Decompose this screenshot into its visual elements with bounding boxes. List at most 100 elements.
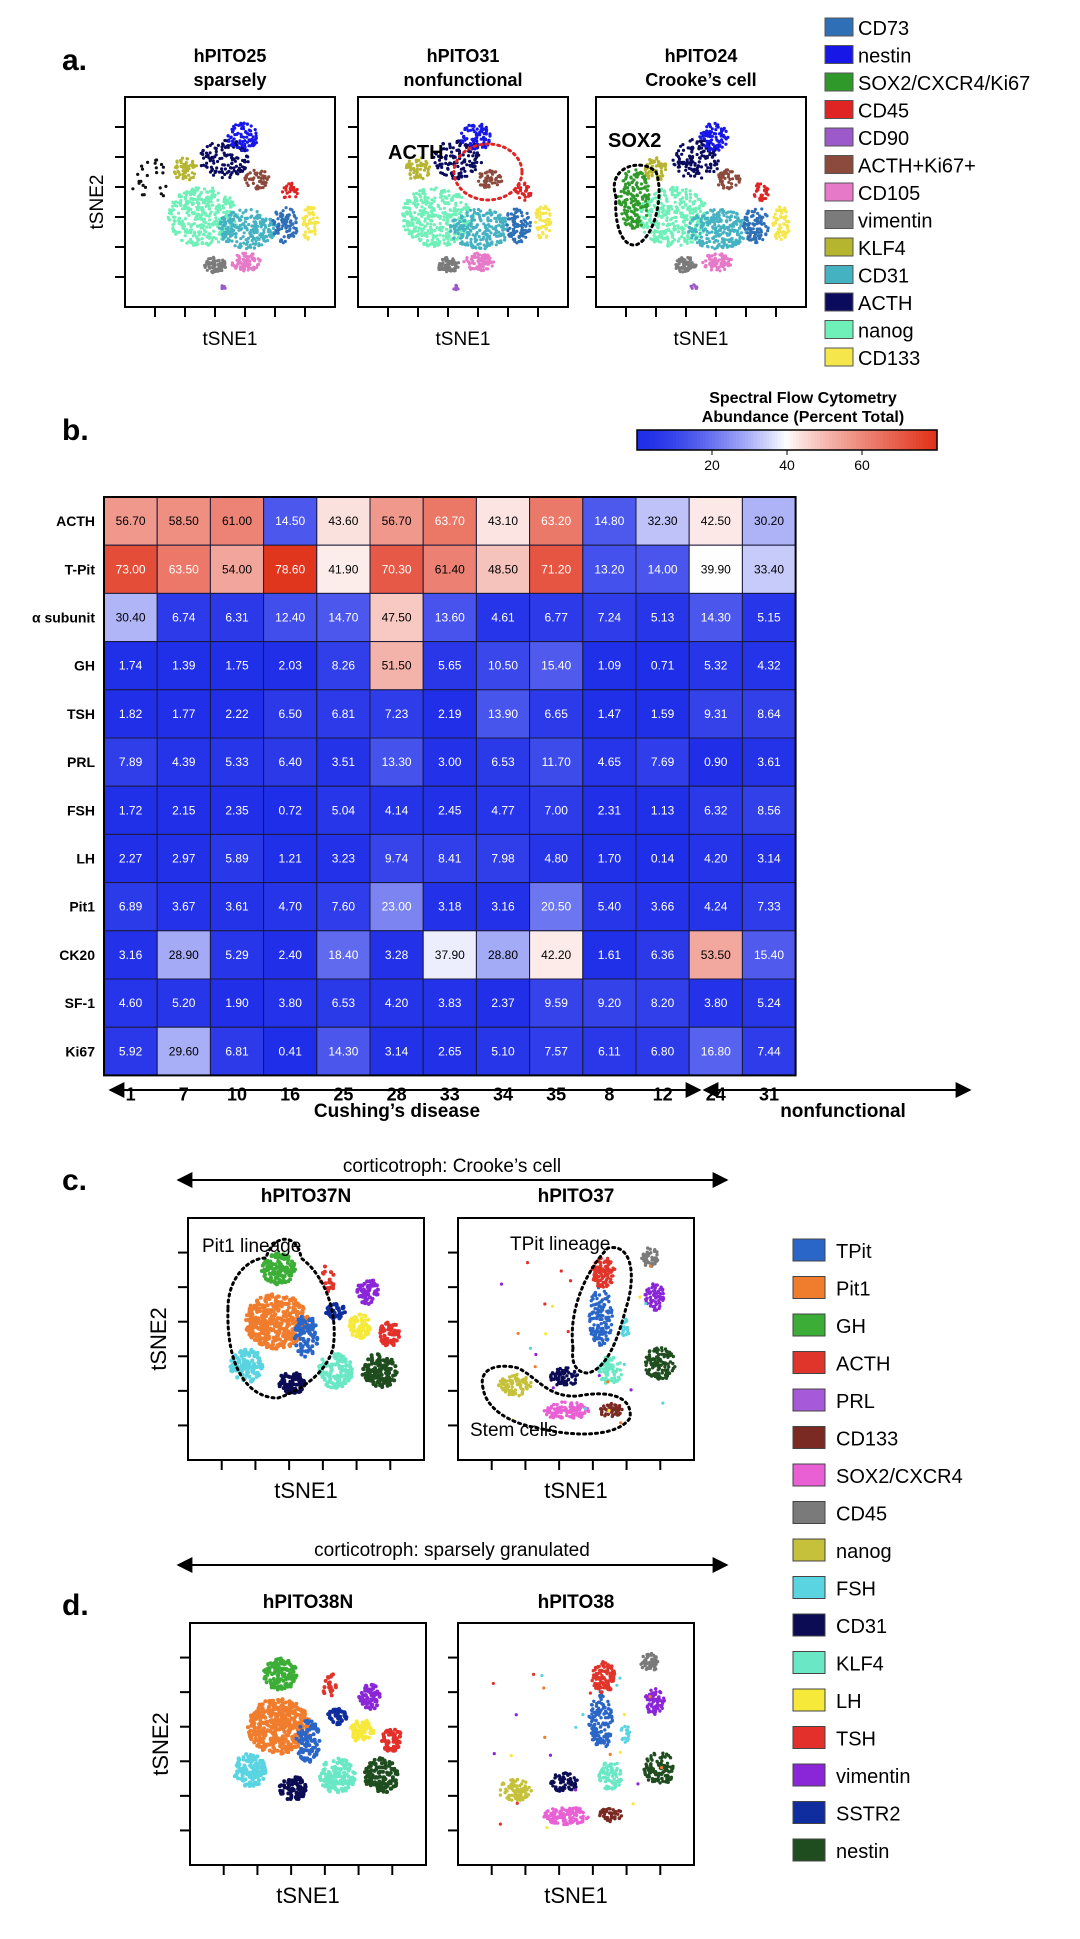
scatter-point bbox=[211, 173, 216, 177]
scatter-point bbox=[665, 235, 669, 239]
heatmap-value: 6.53 bbox=[491, 755, 515, 769]
scatter-point bbox=[199, 230, 203, 234]
scatter-point bbox=[251, 178, 255, 182]
scatter-point bbox=[217, 217, 221, 221]
scatter-point bbox=[407, 221, 411, 225]
heatmap-value: 4.80 bbox=[545, 852, 569, 866]
scatter-point bbox=[666, 240, 671, 244]
scatter-point bbox=[505, 223, 509, 227]
scatter-point bbox=[625, 218, 629, 222]
scatter-point bbox=[734, 219, 738, 223]
scatter-point bbox=[409, 212, 413, 216]
legend-a-item: KLF4 bbox=[824, 237, 906, 260]
scatter-point bbox=[721, 231, 725, 235]
scatter-point bbox=[680, 188, 685, 192]
scatter-point bbox=[690, 286, 694, 290]
heatmap-value: 3.14 bbox=[385, 1044, 409, 1058]
scatter-point bbox=[245, 154, 249, 158]
scatter-point bbox=[230, 211, 234, 215]
scatter-point bbox=[677, 169, 681, 173]
scatter-point bbox=[281, 1301, 286, 1306]
scatter-point bbox=[624, 175, 628, 179]
scatter-point bbox=[246, 240, 250, 244]
heatmap-value: 18.40 bbox=[328, 948, 358, 962]
heatmap-value: 13.90 bbox=[488, 707, 518, 721]
scatter-point bbox=[458, 241, 463, 245]
scatter-point bbox=[201, 211, 205, 215]
scatter-point bbox=[255, 171, 259, 175]
scatter-point bbox=[716, 259, 720, 263]
scatter-point bbox=[308, 230, 312, 234]
panel-c: c. corticotroph: Crooke’s cell hPITO37Nt… bbox=[62, 1156, 729, 1503]
scatter-point bbox=[679, 200, 683, 205]
scatter-point bbox=[458, 220, 462, 224]
scatter-point bbox=[275, 1316, 280, 1321]
scatter-point bbox=[294, 221, 298, 225]
scatter-point bbox=[184, 167, 188, 171]
scatter-point bbox=[306, 236, 310, 240]
heatmap-value: 8.41 bbox=[438, 852, 462, 866]
scatter-point bbox=[711, 209, 715, 213]
heatmap-value: 48.50 bbox=[488, 562, 518, 576]
scatter-point bbox=[497, 223, 501, 227]
heatmap-value: 3.23 bbox=[332, 852, 356, 866]
scatter-point bbox=[644, 199, 648, 203]
scatter-point bbox=[217, 258, 221, 262]
heatmap-value: 41.90 bbox=[328, 562, 358, 576]
scatter-point bbox=[154, 166, 158, 170]
scatter-point bbox=[623, 198, 627, 202]
legend-a-item: SOX2/CXCR4/Ki67 bbox=[824, 72, 1030, 95]
scatter-point bbox=[238, 246, 242, 250]
scatter-point bbox=[313, 232, 317, 236]
scatter-point bbox=[253, 220, 257, 224]
scatter-point bbox=[713, 223, 717, 227]
scatter-point bbox=[522, 193, 527, 197]
scatter-point bbox=[257, 175, 261, 179]
scatter-point bbox=[497, 230, 501, 234]
scatter-point bbox=[249, 124, 253, 128]
scatter-point bbox=[202, 156, 206, 160]
scatter-point bbox=[204, 151, 209, 155]
scatter-point bbox=[285, 219, 289, 223]
scatter-point bbox=[435, 226, 439, 230]
scatter-point bbox=[223, 217, 227, 222]
heatmap-value: 1.70 bbox=[598, 852, 622, 866]
scatter-point bbox=[264, 234, 268, 238]
legend-a-item: CD31 bbox=[824, 265, 909, 288]
legend-a-item: ACTH+Ki67+ bbox=[824, 155, 976, 178]
scatter-point bbox=[256, 263, 260, 267]
scatter-point bbox=[734, 183, 738, 187]
scatter-point bbox=[204, 213, 208, 217]
scatter-point bbox=[639, 205, 643, 209]
scatter-point bbox=[719, 127, 724, 131]
scatter-point bbox=[197, 233, 201, 237]
scatter-point bbox=[208, 170, 213, 174]
scatter-point bbox=[510, 216, 514, 220]
scatter-point bbox=[677, 157, 682, 161]
scatter-point bbox=[476, 207, 481, 212]
scatter-point bbox=[273, 1302, 278, 1307]
scatter-point bbox=[264, 1294, 269, 1299]
scatter-point bbox=[228, 196, 232, 200]
scatter-point bbox=[153, 161, 157, 165]
y-axis-label: tSNE2 bbox=[146, 1307, 171, 1371]
scatter-point bbox=[223, 167, 227, 171]
scatter-point bbox=[669, 218, 673, 222]
scatter-point bbox=[445, 212, 449, 217]
scatter-point bbox=[228, 234, 233, 238]
scatter-point bbox=[406, 228, 410, 232]
scatter-point bbox=[220, 216, 224, 220]
scatter-point bbox=[622, 208, 627, 212]
scatter-point bbox=[632, 199, 636, 203]
scatter-point bbox=[481, 232, 485, 236]
scatter-point bbox=[306, 227, 310, 231]
scatter-point bbox=[243, 251, 247, 255]
scatter-point bbox=[208, 159, 212, 163]
legend-a-swatch bbox=[824, 127, 854, 147]
scatter-point bbox=[176, 175, 180, 179]
scatter-point bbox=[408, 172, 412, 176]
scatter-point bbox=[412, 192, 416, 196]
scatter-point bbox=[426, 168, 430, 172]
scatter-point bbox=[470, 266, 474, 270]
heatmap-value: 3.61 bbox=[225, 900, 249, 914]
